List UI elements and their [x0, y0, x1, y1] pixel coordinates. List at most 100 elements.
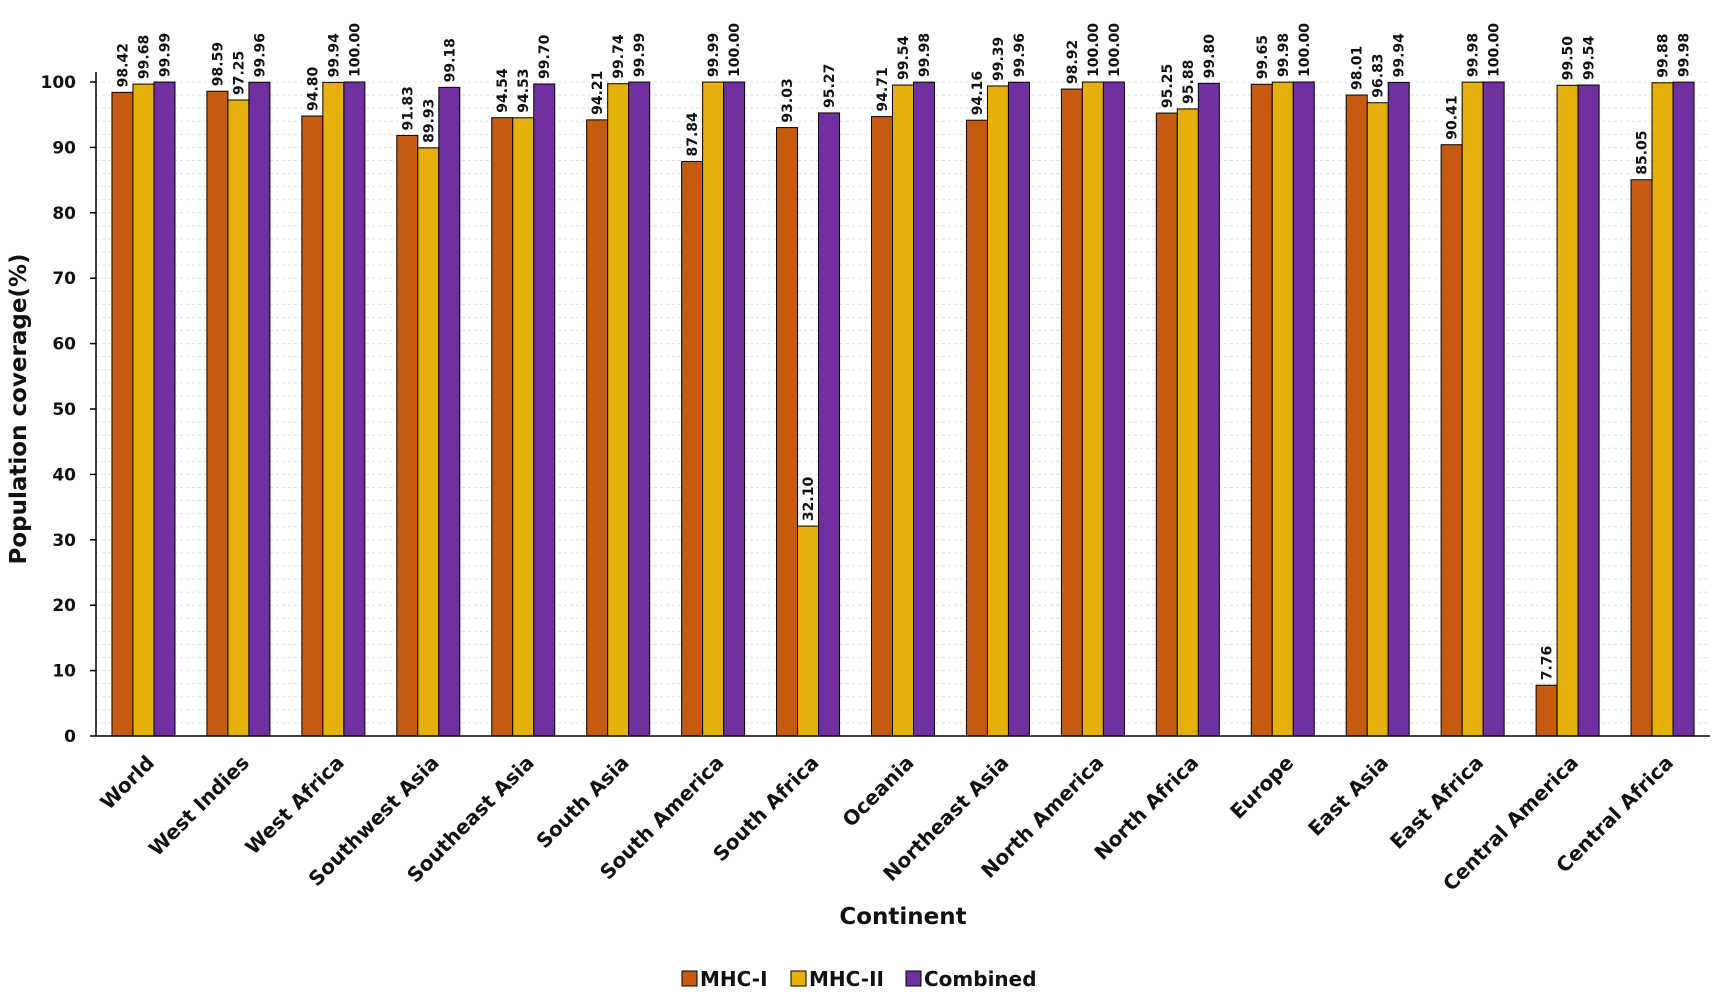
bar-mhc-ii-southwest-asia: [417, 147, 440, 737]
bar-mhc-ii-northeast-asia: [986, 85, 1009, 737]
data-label: 99.39: [991, 37, 1007, 81]
y-tick-label: 10: [52, 662, 76, 682]
bar-mhc-i-south-asia: [586, 119, 609, 737]
data-label: 99.99: [632, 33, 648, 77]
data-label: 99.98: [917, 33, 933, 77]
data-label: 99.54: [896, 35, 912, 80]
data-label: 95.25: [1160, 64, 1176, 108]
data-labels: 98.42 99.68 99.99 98.59 97.25 99.96 94.80 99.94…: [115, 23, 1692, 681]
data-label: 100.00: [1107, 23, 1123, 77]
data-label: 99.74: [611, 34, 627, 79]
data-label: 94.53: [516, 68, 532, 112]
data-label: 90.41: [1445, 95, 1461, 139]
bars: [111, 81, 1695, 737]
y-tick-label: 50: [52, 400, 76, 420]
bar-mhc-i-south-america: [681, 161, 704, 737]
bar-combined-west-africa: [343, 81, 366, 737]
data-label: 94.54: [495, 68, 511, 113]
y-tick-label: 80: [52, 204, 76, 224]
y-tick-label: 100: [41, 73, 77, 93]
data-label: 99.50: [1561, 36, 1577, 81]
data-label: 94.71: [875, 67, 891, 111]
bar-combined-north-africa: [1197, 82, 1220, 737]
y-tick-label: 0: [64, 727, 76, 747]
data-label: 98.59: [210, 42, 226, 86]
bar-mhc-i-northeast-asia: [965, 119, 988, 737]
bar-combined-oceania: [913, 81, 935, 737]
bar-mhc-i-north-america: [1060, 88, 1083, 737]
data-label: 93.03: [780, 78, 796, 122]
bar-mhc-ii-southeast-asia: [512, 117, 535, 737]
legend-swatch-mhc-i: [681, 970, 698, 987]
axes: [90, 72, 1710, 737]
bar-combined-north-america: [1102, 81, 1125, 737]
legend-swatch-combined: [905, 970, 922, 987]
bar-mhc-ii-world: [132, 83, 155, 737]
legend-swatch-mhc-ii: [790, 970, 807, 987]
data-label: 100.00: [1297, 23, 1313, 77]
bar-mhc-i-west-indies: [206, 90, 229, 737]
bar-combined-southeast-asia: [533, 83, 556, 737]
bar-combined-south-asia: [628, 81, 651, 737]
data-label: 94.16: [970, 71, 986, 115]
data-label: 98.01: [1350, 46, 1366, 90]
y-tick-label: 70: [52, 269, 76, 289]
bar-combined-south-africa: [818, 112, 841, 737]
legend-label-mhc-i: MHC-I: [700, 967, 768, 991]
data-label: 97.25: [231, 51, 247, 95]
bar-combined-central-africa: [1672, 81, 1695, 737]
y-tick-label: 30: [52, 531, 76, 551]
data-label: 99.88: [1656, 33, 1672, 77]
bar-combined-world: [153, 81, 176, 737]
bar-combined-south-america: [723, 81, 746, 737]
bar-mhc-i-europe: [1250, 83, 1273, 737]
data-label: 99.80: [1202, 34, 1218, 79]
bar-mhc-ii-south-america: [702, 81, 725, 737]
data-label: 100.00: [1086, 23, 1102, 77]
bar-combined-east-asia: [1387, 81, 1410, 737]
data-label: 87.84: [685, 112, 701, 157]
data-label: 100.00: [727, 23, 743, 77]
bar-mhc-i-south-africa: [776, 127, 799, 737]
bar-mhc-i-west-africa: [301, 115, 324, 737]
y-tick-label: 60: [52, 335, 76, 355]
x-tick-label: East Asia: [1303, 751, 1393, 841]
y-tick-label: 90: [52, 138, 76, 158]
legend-label-combined: Combined: [924, 967, 1037, 991]
data-label: 99.68: [136, 35, 152, 79]
bar-mhc-i-east-africa: [1440, 144, 1463, 737]
data-label: 99.94: [1392, 33, 1408, 78]
data-label: 98.92: [1065, 40, 1081, 84]
data-label: 99.96: [252, 33, 268, 77]
bar-combined-europe: [1292, 81, 1315, 737]
bar-combined-west-indies: [248, 81, 271, 737]
data-label: 99.70: [537, 34, 553, 79]
data-label: 99.65: [1255, 35, 1271, 79]
data-label: 95.88: [1181, 60, 1197, 104]
y-axis-title: Population coverage(%): [6, 254, 32, 565]
bar-mhc-ii-west-africa: [322, 81, 345, 737]
data-label: 7.76: [1540, 646, 1556, 681]
data-label: 89.93: [421, 99, 437, 143]
bar-mhc-i-east-asia: [1345, 94, 1368, 737]
bar-mhc-i-world: [111, 91, 134, 737]
data-label: 98.42: [115, 43, 131, 87]
bar-mhc-ii-west-indies: [227, 99, 250, 737]
bar-mhc-i-north-africa: [1155, 112, 1178, 737]
data-label: 99.18: [442, 38, 458, 82]
bar-mhc-ii-north-america: [1081, 81, 1104, 737]
y-tick-label: 40: [52, 465, 76, 485]
x-tick-label: Oceania: [838, 751, 919, 832]
data-label: 100.00: [1487, 23, 1503, 77]
bar-combined-central-america: [1577, 84, 1600, 737]
bar-mhc-i-southwest-asia: [396, 134, 419, 737]
bar-mhc-ii-east-africa: [1461, 81, 1484, 737]
data-label: 94.80: [305, 66, 321, 111]
bar-mhc-ii-north-africa: [1176, 108, 1199, 737]
bar-mhc-ii-south-africa: [797, 525, 820, 737]
y-tick-labels: 0 10 20 30 40 50 60 70 80 90 100: [41, 73, 77, 747]
x-tick-label: South Asia: [531, 751, 633, 853]
data-label: 99.98: [1677, 33, 1693, 77]
